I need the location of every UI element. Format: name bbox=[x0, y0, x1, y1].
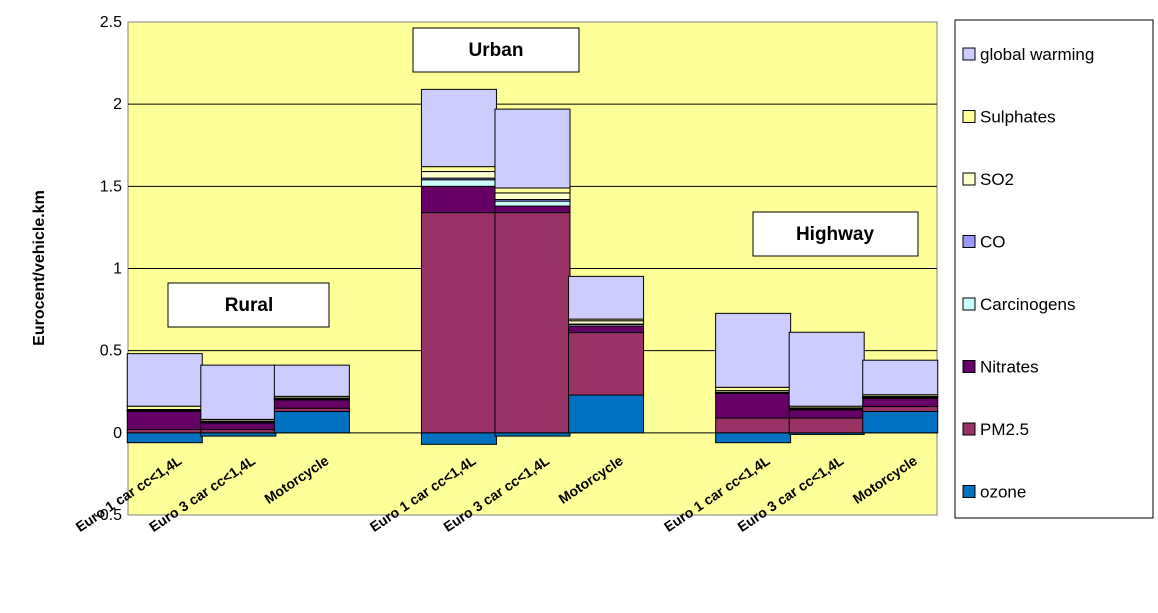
bar-segment-global-warming bbox=[126, 353, 203, 407]
legend-swatch bbox=[962, 297, 976, 311]
bar-segment-global-warming bbox=[494, 108, 571, 189]
legend-label: Carcinogens bbox=[980, 295, 1075, 314]
legend-label: CO bbox=[980, 233, 1006, 252]
bar-segment-pm2-5 bbox=[568, 332, 645, 396]
legend-swatch bbox=[962, 47, 976, 61]
bar-segment-global-warming bbox=[862, 359, 939, 396]
legend-label: Nitrates bbox=[980, 358, 1039, 377]
bar-segment-pm2-5 bbox=[494, 212, 571, 434]
bar-segment-global-warming bbox=[273, 364, 350, 397]
bar-segment-pm2-5 bbox=[420, 212, 497, 434]
region-label-rural: Rural bbox=[167, 282, 330, 328]
legend-swatch bbox=[962, 422, 976, 436]
bar-segment-nitrates bbox=[273, 399, 350, 409]
bar-segment-ozone bbox=[273, 410, 350, 434]
y-axis-title: Eurocent/vehicle.km bbox=[31, 190, 48, 346]
bar-segment-ozone bbox=[126, 432, 203, 444]
y-tick-label: 1 bbox=[113, 261, 122, 278]
bar-segment-global-warming bbox=[200, 364, 277, 420]
y-tick-label: 2 bbox=[113, 96, 122, 113]
bar-segment-nitrates bbox=[200, 422, 277, 431]
bar-segment-nitrates bbox=[568, 325, 645, 334]
bar-segment-global-warming bbox=[420, 88, 497, 168]
bar-segment-pm2-5 bbox=[788, 417, 865, 434]
bar-segment-pm2-5 bbox=[862, 406, 939, 412]
legend-label: global warming bbox=[980, 45, 1094, 64]
legend-swatch bbox=[962, 172, 976, 186]
bar-segment-global-warming bbox=[568, 275, 645, 320]
bar-segment-sulphates bbox=[420, 166, 497, 173]
region-label-text: Rural bbox=[225, 295, 274, 316]
bar-segment-global-warming bbox=[788, 331, 865, 407]
bar-segment-nitrates bbox=[126, 410, 203, 431]
region-label-text: Urban bbox=[469, 40, 524, 61]
legend: global warming Sulphates SO2 CO Carcinogens N… bbox=[962, 45, 1094, 502]
legend-swatch bbox=[962, 235, 976, 248]
legend-swatch bbox=[962, 360, 976, 373]
bar-segment-so2 bbox=[494, 192, 571, 200]
legend-box bbox=[954, 19, 1154, 519]
bar-segment-pm2-5 bbox=[715, 417, 792, 434]
bar-segment-ozone bbox=[568, 394, 645, 434]
bar-segment-nitrates bbox=[494, 205, 571, 214]
legend-label: SO2 bbox=[980, 170, 1014, 189]
y-tick-label: 2.5 bbox=[100, 14, 122, 31]
bars bbox=[126, 88, 939, 445]
bar-segment-carcinogens bbox=[494, 200, 571, 207]
bar-segment-so2 bbox=[420, 171, 497, 179]
legend-label: ozone bbox=[980, 483, 1026, 502]
bar-segment-nitrates bbox=[420, 185, 497, 214]
legend-label: Sulphates bbox=[980, 108, 1056, 127]
bar-segment-nitrates bbox=[788, 409, 865, 419]
y-tick-label: 0.5 bbox=[100, 343, 122, 360]
region-label-text: Highway bbox=[796, 224, 875, 245]
legend-swatch bbox=[962, 485, 976, 498]
y-tick-label: -0.5 bbox=[94, 507, 122, 524]
y-tick-label: 1.5 bbox=[100, 178, 122, 195]
bar-segment-nitrates bbox=[715, 392, 792, 419]
y-tick-label: 0 bbox=[113, 425, 122, 442]
y-axis-ticks: -0.5 0 0.5 1 1.5 2 2.5 bbox=[94, 14, 122, 524]
bar-segment-ozone bbox=[862, 410, 939, 434]
legend-label: PM2.5 bbox=[980, 420, 1029, 439]
bar-segment-sulphates bbox=[494, 187, 571, 194]
region-label-urban: Urban bbox=[412, 27, 580, 73]
bar-segment-global-warming bbox=[715, 312, 792, 388]
region-label-highway: Highway bbox=[752, 211, 919, 257]
bar-segment-nitrates bbox=[862, 397, 939, 408]
legend-swatch bbox=[962, 110, 976, 123]
bar-segment-ozone bbox=[715, 432, 792, 444]
bar-segment-carcinogens bbox=[420, 179, 497, 187]
bar-segment-ozone bbox=[420, 432, 497, 445]
